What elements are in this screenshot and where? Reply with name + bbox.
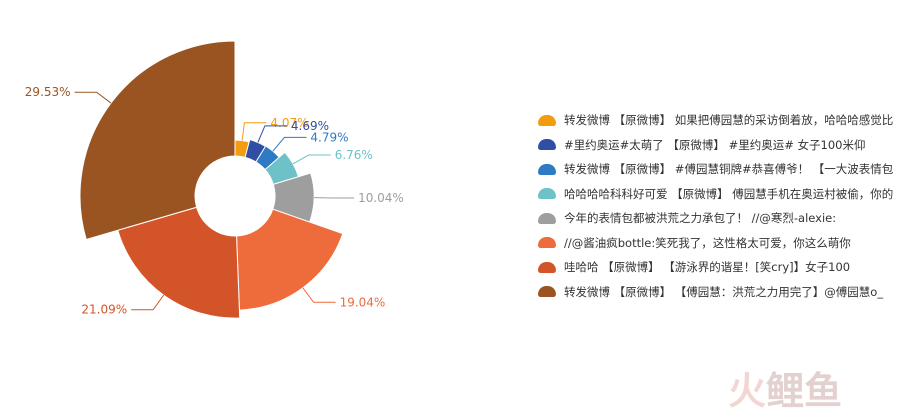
legend-swatch xyxy=(538,262,556,273)
legend-swatch xyxy=(538,164,556,175)
slice-percent-label: 19.04% xyxy=(340,295,386,309)
slice-percent-label: 21.09% xyxy=(81,303,127,317)
watermark-char: 火 xyxy=(728,360,766,415)
legend-swatch xyxy=(538,139,556,150)
legend-label: 转发微博 【原微博】 #傅园慧铜牌#恭喜傅爷！ 【一大波表情包 xyxy=(564,161,893,177)
legend-item[interactable]: 转发微博 【原微博】 #傅园慧铜牌#恭喜傅爷！ 【一大波表情包 xyxy=(538,157,900,182)
legend-item[interactable]: 哈哈哈哈科科好可爱 【原微博】 傅园慧手机在奥运村被偷，你的 xyxy=(538,182,900,207)
chart-legend: 转发微博 【原微博】 如果把傅园慧的采访倒着放，哈哈哈感觉比 #里约奥运#太萌了 … xyxy=(538,108,900,304)
legend-item[interactable]: 转发微博 【原微博】 【傅园慧：洪荒之力用完了】@傅园慧o_ xyxy=(538,280,900,305)
label-leader-line xyxy=(293,155,331,164)
pie-slice[interactable] xyxy=(237,209,343,310)
slice-percent-label: 4.79% xyxy=(310,130,348,144)
legend-item[interactable]: //@酱油疯bottle:笑死我了，这性格太可爱，你这么萌你 xyxy=(538,231,900,256)
legend-label: 转发微博 【原微博】 【傅园慧：洪荒之力用完了】@傅园慧o_ xyxy=(564,284,883,300)
legend-item[interactable]: 今年的表情包都被洪荒之力承包了！ //@寒烈-alexie: xyxy=(538,206,900,231)
legend-item[interactable]: 转发微博 【原微博】 如果把傅园慧的采访倒着放，哈哈哈感觉比 xyxy=(538,108,900,133)
legend-swatch xyxy=(538,188,556,199)
slice-percent-label: 10.04% xyxy=(358,191,404,205)
legend-label: 哈哈哈哈科科好可爱 【原微博】 傅园慧手机在奥运村被偷，你的 xyxy=(564,186,893,202)
label-leader-line xyxy=(273,137,307,151)
legend-label: #里约奥运#太萌了 【原微博】 #里约奥运# 女子100米仰 xyxy=(564,137,865,153)
legend-label: 转发微博 【原微博】 如果把傅园慧的采访倒着放，哈哈哈感觉比 xyxy=(564,112,893,128)
watermark-char: 鲤 xyxy=(766,360,804,415)
slice-percent-label: 29.53% xyxy=(25,85,71,99)
label-leader-line xyxy=(131,295,164,310)
legend-label: 今年的表情包都被洪荒之力承包了！ //@寒烈-alexie: xyxy=(564,210,836,226)
slice-percent-label: 6.76% xyxy=(335,148,373,162)
label-leader-line xyxy=(303,288,336,302)
legend-swatch xyxy=(538,237,556,248)
label-leader-line xyxy=(75,92,111,103)
legend-item[interactable]: 哇哈哈 【原微博】 【游泳界的谐星！[笑cry]】女子100 xyxy=(538,255,900,280)
legend-swatch xyxy=(538,115,556,126)
watermark-char: 鱼 xyxy=(804,360,842,415)
legend-swatch xyxy=(538,213,556,224)
watermark-logo: 火 鲤 鱼 xyxy=(728,360,842,415)
legend-label: //@酱油疯bottle:笑死我了，这性格太可爱，你这么萌你 xyxy=(564,235,851,251)
legend-swatch xyxy=(538,286,556,297)
pie-slice[interactable] xyxy=(80,41,235,239)
legend-item[interactable]: #里约奥运#太萌了 【原微博】 #里约奥运# 女子100米仰 xyxy=(538,133,900,158)
legend-label: 哇哈哈 【原微博】 【游泳界的谐星！[笑cry]】女子100 xyxy=(564,259,850,275)
